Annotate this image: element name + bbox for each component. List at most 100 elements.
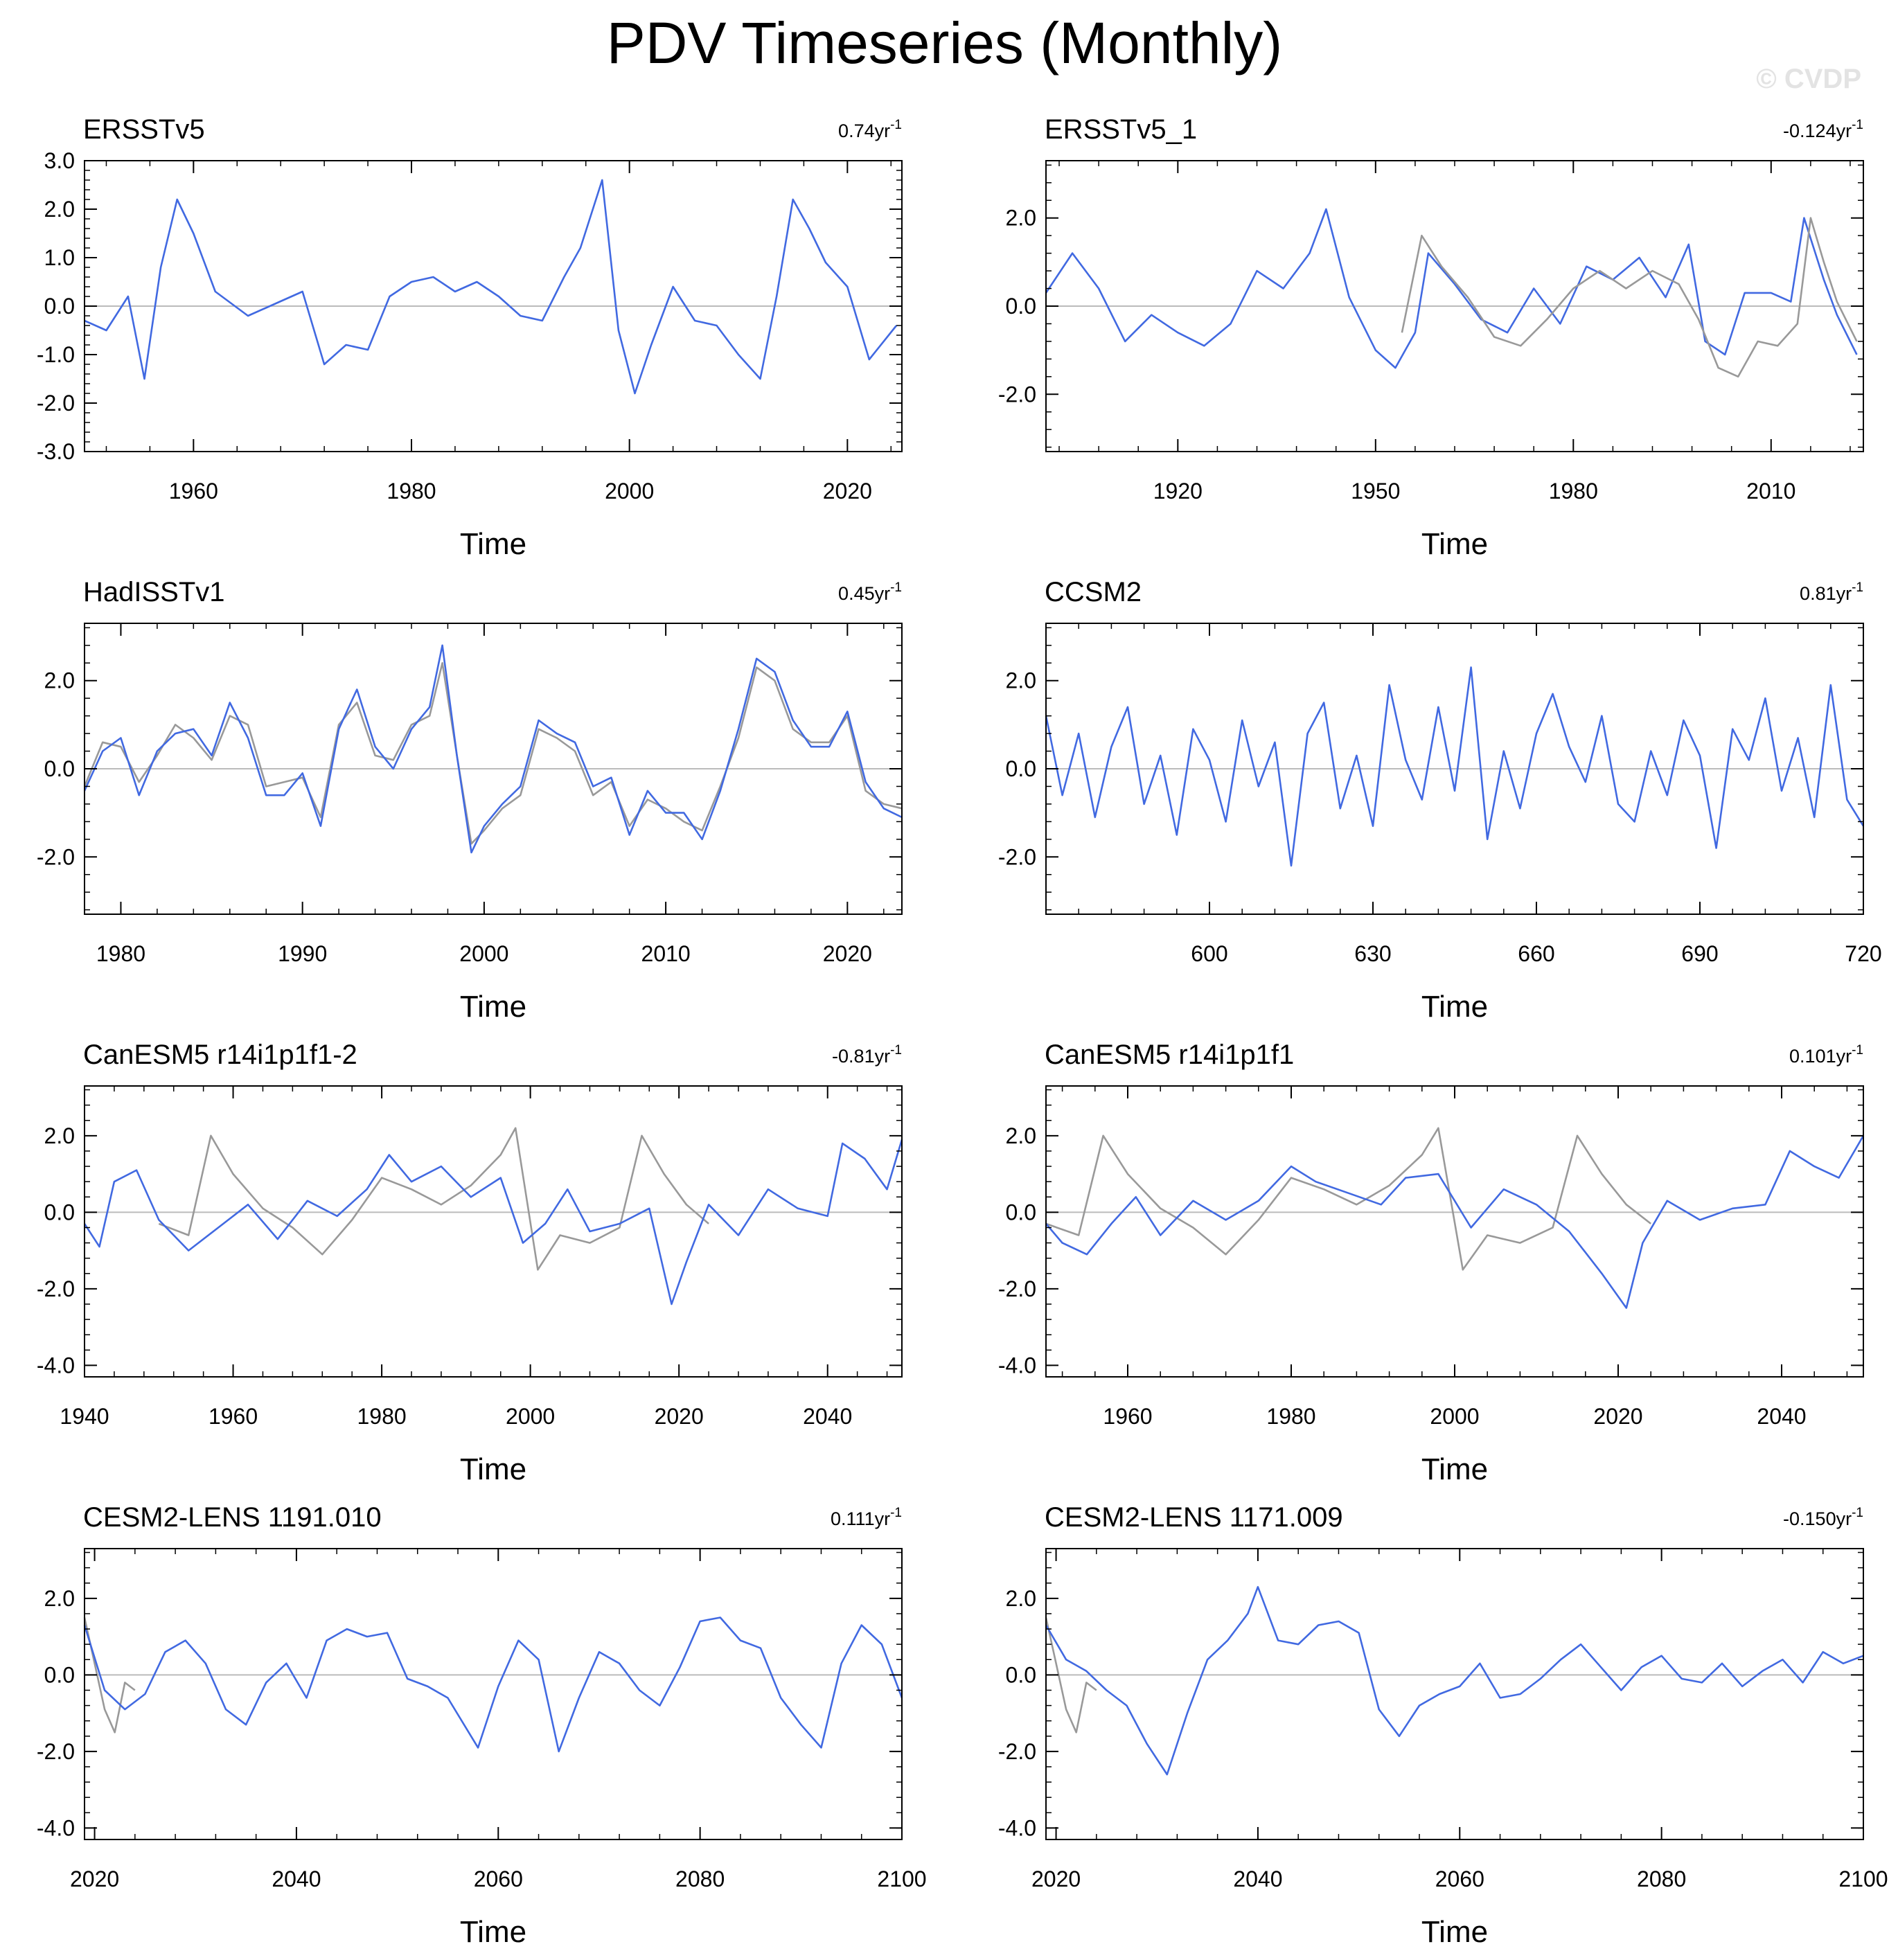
- trend-label: -0.150yr-1: [1783, 1506, 1863, 1529]
- series-line-model: [1045, 1135, 1865, 1309]
- panel-title: ERSSTv5: [83, 114, 205, 145]
- trend-value: 0.101yr: [1789, 1046, 1852, 1067]
- x-tick-label: 720: [1845, 941, 1881, 966]
- x-tick-label: 2000: [1430, 1404, 1479, 1429]
- x-tick-label: 2040: [1757, 1404, 1806, 1429]
- trend-value: 0.111yr: [831, 1508, 890, 1529]
- x-tick-label: 1920: [1153, 479, 1203, 504]
- panel-title: ERSSTv5_1: [1045, 114, 1197, 145]
- x-tick-label: 2020: [1593, 1404, 1642, 1429]
- panel-title: CanESM5 r14i1p1f1: [1045, 1040, 1294, 1070]
- y-tick-label: 1.0: [44, 245, 75, 270]
- x-axis-label: Time: [1421, 990, 1488, 1024]
- trend-label: 0.111yr-1: [831, 1506, 902, 1529]
- x-tick-label: 2000: [506, 1404, 555, 1429]
- x-tick-label: 690: [1681, 941, 1718, 966]
- y-tick-label: 0.0: [44, 1200, 75, 1224]
- x-tick-label: 2010: [1746, 479, 1795, 504]
- x-axis-label: Time: [1421, 1452, 1488, 1486]
- y-tick-label: -4.0: [998, 1353, 1036, 1378]
- x-tick-label: 2000: [459, 941, 508, 966]
- panel-title: CESM2-LENS 1191.010: [83, 1502, 382, 1533]
- y-tick-label: 2.0: [44, 197, 75, 222]
- watermark: © CVDP: [1756, 64, 1861, 94]
- x-tick-label: 2040: [272, 1867, 321, 1891]
- trend-label: 0.74yr-1: [838, 118, 902, 141]
- panel-4: CCSM2 0.81yr-1 -2.0 0.0 2.0 600 630 660 690 720 Ti…: [998, 577, 1882, 1024]
- y-tick-label: 3.0: [44, 148, 75, 173]
- y-tick-label: 2.0: [1006, 1123, 1036, 1148]
- series-line-observation: [1045, 1127, 1651, 1271]
- x-tick-label: 2040: [803, 1404, 852, 1429]
- x-tick-label: 2020: [823, 479, 872, 504]
- x-tick-label: 2020: [70, 1867, 119, 1891]
- x-tick-label: 1960: [1103, 1404, 1152, 1429]
- panel-1: ERSSTv5 0.74yr-1 -3.0 -2.0 -1.0 0.0 1.0 2.0 3.0 1…: [37, 114, 903, 561]
- series-line-observation: [83, 1617, 136, 1734]
- panel-title: CanESM5 r14i1p1f1-2: [83, 1040, 357, 1070]
- x-tick-label: 2080: [675, 1867, 725, 1891]
- y-tick-label: -2.0: [37, 1739, 75, 1764]
- trend-value: -0.81yr: [832, 1046, 890, 1067]
- series-line-model: [83, 1616, 903, 1753]
- x-tick-label: 2100: [1838, 1867, 1888, 1891]
- series-line-observation: [1401, 217, 1858, 378]
- x-tick-label: 2000: [605, 479, 654, 504]
- series-line-model: [1045, 208, 1858, 369]
- y-tick-label: -1.0: [37, 342, 75, 367]
- y-tick-label: 2.0: [1006, 206, 1036, 231]
- trend-label: 0.45yr-1: [838, 580, 902, 604]
- series-line-model: [83, 1139, 903, 1306]
- trend-exponent: -1: [890, 1506, 902, 1520]
- y-tick-label: 2.0: [44, 1586, 75, 1611]
- figure-title: PDV Timeseries (Monthly): [606, 10, 1283, 75]
- x-tick-label: 2100: [877, 1867, 926, 1891]
- panel-5: CanESM5 r14i1p1f1-2 -0.81yr-1 -4.0 -2.0 0.0 2…: [37, 1040, 903, 1486]
- trend-label: 0.101yr-1: [1789, 1043, 1863, 1067]
- y-tick-label: -4.0: [37, 1353, 75, 1378]
- y-tick-label: 0.0: [1006, 1662, 1036, 1687]
- x-axis-label: Time: [460, 1452, 526, 1486]
- x-tick-label: 2040: [1233, 1867, 1282, 1891]
- x-tick-label: 2060: [1435, 1867, 1484, 1891]
- x-axis-label: Time: [460, 990, 526, 1024]
- panel-title: HadISSTv1: [83, 577, 225, 607]
- x-tick-label: 1980: [96, 941, 145, 966]
- x-tick-label: 2020: [655, 1404, 704, 1429]
- x-tick-label: 660: [1518, 941, 1554, 966]
- panel-6: CanESM5 r14i1p1f1 0.101yr-1 -4.0 -2.0 0.0 2.0…: [998, 1040, 1865, 1486]
- series-line-observation: [83, 661, 903, 845]
- panel-title: CESM2-LENS 1171.009: [1045, 1502, 1343, 1533]
- x-tick-label: 1950: [1351, 479, 1400, 504]
- y-tick-label: -4.0: [998, 1815, 1036, 1840]
- x-tick-label: 1980: [1549, 479, 1598, 504]
- y-tick-label: 0.0: [1006, 1200, 1036, 1224]
- trend-label: -0.124yr-1: [1783, 118, 1863, 141]
- trend-exponent: -1: [1852, 1506, 1863, 1520]
- panel-title: CCSM2: [1045, 577, 1142, 607]
- x-tick-label: 1980: [357, 1404, 406, 1429]
- series-line-model: [1045, 1586, 1864, 1776]
- y-tick-label: 0.0: [1006, 756, 1036, 781]
- trend-exponent: -1: [890, 118, 902, 132]
- trend-value: 0.74yr: [838, 121, 890, 141]
- x-tick-label: 1980: [387, 479, 436, 504]
- plot-frame: [84, 1085, 903, 1378]
- plot-frame: [1045, 1548, 1864, 1840]
- y-tick-label: -2.0: [37, 844, 75, 869]
- x-axis-label: Time: [460, 527, 526, 561]
- y-tick-label: 0.0: [1006, 294, 1036, 319]
- trend-label: -0.81yr-1: [832, 1043, 902, 1067]
- y-tick-label: 2.0: [44, 668, 75, 693]
- trend-value: 0.81yr: [1800, 583, 1852, 604]
- x-axis-label: Time: [460, 1915, 526, 1949]
- y-tick-label: 0.0: [44, 294, 75, 319]
- series-line-model: [84, 179, 898, 395]
- plot-frame: [1045, 1085, 1864, 1378]
- series-line-observation: [1045, 1617, 1097, 1734]
- panel-8: CESM2-LENS 1171.009 -0.150yr-1 -4.0 -2.0 0.0…: [998, 1502, 1888, 1949]
- panel-7: CESM2-LENS 1191.010 0.111yr-1 -4.0 -2.0 0.0 2…: [37, 1502, 927, 1949]
- x-tick-label: 2060: [474, 1867, 523, 1891]
- trend-exponent: -1: [1852, 118, 1863, 132]
- y-tick-label: -4.0: [37, 1815, 75, 1840]
